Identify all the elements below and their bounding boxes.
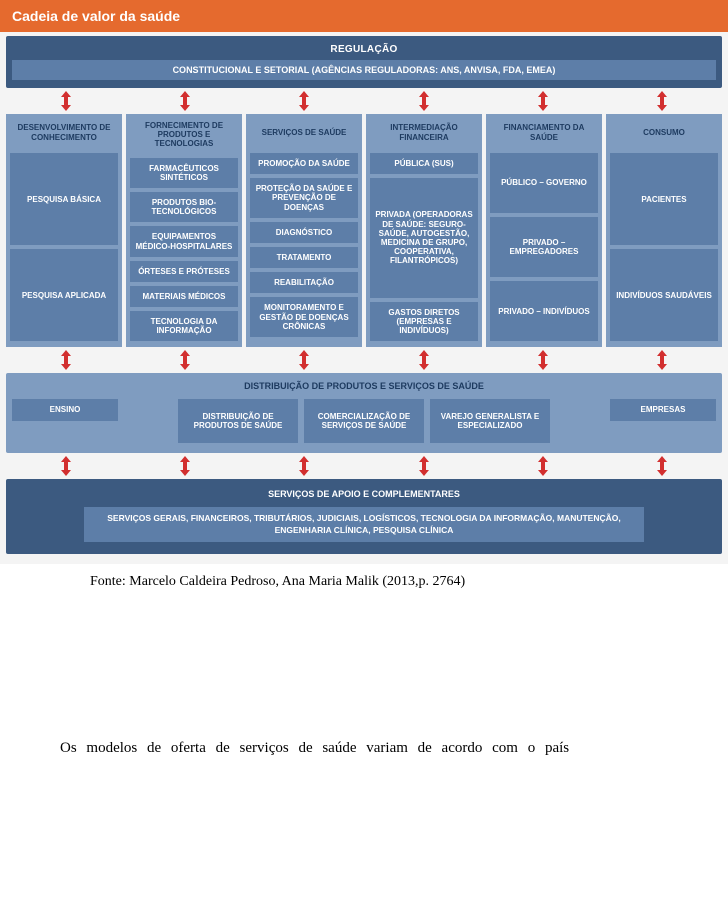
- regulation-subtitle: CONSTITUCIONAL E SETORIAL (AGÊNCIAS REGU…: [12, 60, 716, 80]
- column-title: CONSUMO: [610, 119, 718, 149]
- body-text-fragment: Os modelos de oferta de serviços de saúd…: [0, 590, 728, 757]
- double-arrow-icon: [178, 91, 192, 111]
- value-cell: GASTOS DIRETOS (EMPRESAS E INDIVÍDUOS): [370, 302, 478, 342]
- double-arrow-icon: [655, 456, 669, 476]
- double-arrow-icon: [297, 350, 311, 370]
- distribution-block: DISTRIBUIÇÃO DE PRODUTOS E SERVIÇOS DE S…: [6, 373, 722, 453]
- value-cell: PÚBLICA (SUS): [370, 153, 478, 174]
- value-cell: TRATAMENTO: [250, 247, 358, 268]
- column: CONSUMO PACIENTESINDIVÍDUOS SAUDÁVEIS: [606, 114, 722, 347]
- figure-caption: Fonte: Marcelo Caldeira Pedroso, Ana Mar…: [0, 564, 728, 590]
- double-arrow-icon: [59, 91, 73, 111]
- value-cell: PRIVADA (OPERADORAS DE SAÚDE: SEGURO-SAÚ…: [370, 178, 478, 298]
- regulation-block: REGULAÇÃO CONSTITUCIONAL E SETORIAL (AGÊ…: [6, 36, 722, 88]
- column: FORNECIMENTO DE PRODUTOS E TECNOLOGIAS FA…: [126, 114, 242, 347]
- value-cell: VAREJO GENERALISTA E ESPECIALIZADO: [430, 399, 550, 443]
- value-cell: REABILITAÇÃO: [250, 272, 358, 293]
- column-title: DESENVOLVIMENTO DE CONHECIMENTO: [10, 119, 118, 149]
- value-cell: PRIVADO – INDIVÍDUOS: [490, 281, 598, 341]
- distribution-mid: DISTRIBUIÇÃO DE PRODUTOS DE SAÚDECOMERCI…: [124, 399, 604, 443]
- page-header: Cadeia de valor da saúde: [0, 0, 728, 32]
- column: DESENVOLVIMENTO DE CONHECIMENTO PESQUISA …: [6, 114, 122, 347]
- double-arrow-icon: [417, 350, 431, 370]
- double-arrow-icon: [59, 456, 73, 476]
- support-block: SERVIÇOS DE APOIO E COMPLEMENTARES SERVI…: [6, 479, 722, 554]
- double-arrow-icon: [655, 350, 669, 370]
- column-title: FINANCIAMENTO DA SAÚDE: [490, 119, 598, 149]
- column: SERVIÇOS DE SAÚDE PROMOÇÃO DA SAÚDE PROTEÇ…: [246, 114, 362, 347]
- column: INTERMEDIAÇÃO FINANCEIRA PÚBLICA (SUS) PRI…: [366, 114, 482, 347]
- value-cell: PRODUTOS BIO-TECNOLÓGICOS: [130, 192, 238, 222]
- double-arrow-icon: [655, 91, 669, 111]
- value-cell: ÓRTESES E PRÓTESES: [130, 261, 238, 282]
- double-arrow-icon: [417, 91, 431, 111]
- value-cell: EQUIPAMENTOS MÉDICO-HOSPITALARES: [130, 226, 238, 256]
- value-cell: ENSINO: [12, 399, 118, 420]
- double-arrow-icon: [536, 350, 550, 370]
- distribution-right: EMPRESAS: [610, 399, 716, 443]
- value-cell: DIAGNÓSTICO: [250, 222, 358, 243]
- value-cell: PRIVADO – EMPREGADORES: [490, 217, 598, 277]
- distribution-row: ENSINO DISTRIBUIÇÃO DE PRODUTOS DE SAÚDE…: [12, 399, 716, 443]
- value-cell: PESQUISA BÁSICA: [10, 153, 118, 245]
- double-arrow-icon: [536, 91, 550, 111]
- column: FINANCIAMENTO DA SAÚDEPÚBLICO – GOVERNOP…: [486, 114, 602, 347]
- double-arrow-icon: [417, 456, 431, 476]
- value-cell: TECNOLOGIA DA INFORMAÇÃO: [130, 311, 238, 341]
- double-arrow-icon: [297, 91, 311, 111]
- regulation-title: REGULAÇÃO: [12, 44, 716, 55]
- column-title: FORNECIMENTO DE PRODUTOS E TECNOLOGIAS: [130, 119, 238, 154]
- value-cell: EMPRESAS: [610, 399, 716, 420]
- value-cell: COMERCIALIZAÇÃO DE SERVIÇOS DE SAÚDE: [304, 399, 424, 443]
- value-cell: PROMOÇÃO DA SAÚDE: [250, 153, 358, 174]
- double-arrow-icon: [178, 456, 192, 476]
- double-arrow-icon: [297, 456, 311, 476]
- column-title: SERVIÇOS DE SAÚDE: [250, 119, 358, 149]
- distribution-left: ENSINO: [12, 399, 118, 443]
- distribution-title: DISTRIBUIÇÃO DE PRODUTOS E SERVIÇOS DE S…: [12, 381, 716, 391]
- value-cell: MONITORAMENTO E GESTÃO DE DOENÇAS CRÔNIC…: [250, 297, 358, 337]
- column-title: INTERMEDIAÇÃO FINANCEIRA: [370, 119, 478, 149]
- value-cell: PESQUISA APLICADA: [10, 249, 118, 341]
- double-arrow-icon: [59, 350, 73, 370]
- support-text: SERVIÇOS GERAIS, FINANCEIROS, TRIBUTÁRIO…: [84, 507, 644, 542]
- value-cell: PACIENTES: [610, 153, 718, 245]
- arrow-row: [6, 90, 722, 112]
- columns-row: DESENVOLVIMENTO DE CONHECIMENTO PESQUISA …: [6, 114, 722, 347]
- value-cell: MATERIAIS MÉDICOS: [130, 286, 238, 307]
- value-cell: DISTRIBUIÇÃO DE PRODUTOS DE SAÚDE: [178, 399, 298, 443]
- support-title: SERVIÇOS DE APOIO E COMPLEMENTARES: [14, 489, 714, 499]
- arrow-row: [6, 349, 722, 371]
- value-cell: PROTEÇÃO DA SAÚDE E PREVENÇÃO DE DOENÇAS: [250, 178, 358, 218]
- diagram-container: REGULAÇÃO CONSTITUCIONAL E SETORIAL (AGÊ…: [0, 32, 728, 564]
- arrow-row: [6, 455, 722, 477]
- value-cell: INDIVÍDUOS SAUDÁVEIS: [610, 249, 718, 341]
- value-cell: FARMACÊUTICOS SINTÉTICOS: [130, 158, 238, 188]
- double-arrow-icon: [178, 350, 192, 370]
- double-arrow-icon: [536, 456, 550, 476]
- value-cell: PÚBLICO – GOVERNO: [490, 153, 598, 213]
